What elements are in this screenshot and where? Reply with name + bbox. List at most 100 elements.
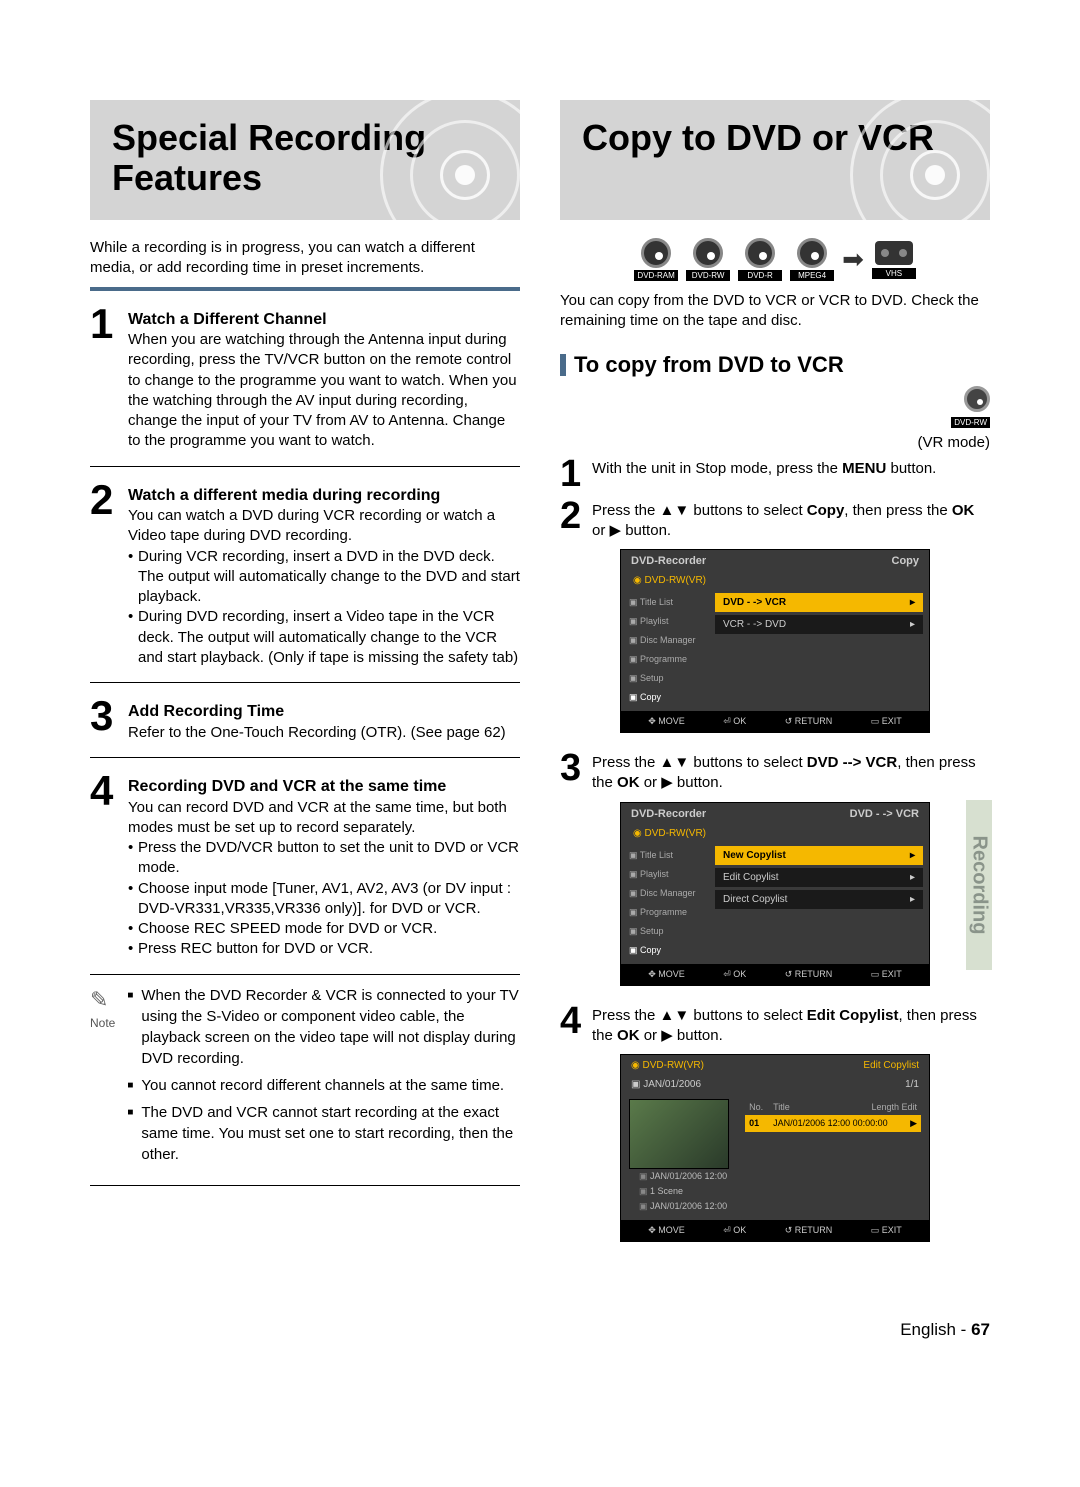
disc-label: MPEG4 bbox=[790, 270, 834, 281]
osd-foot-item: ↺ RETURN bbox=[785, 1225, 833, 1236]
osd-menu-item: ▣ Programme bbox=[621, 650, 709, 669]
step-text: Press the ▲▼ buttons to select DVD --> V… bbox=[592, 751, 990, 794]
note-item: The DVD and VCR cannot start recording a… bbox=[127, 1102, 520, 1165]
step-title: Watch a different media during recording bbox=[128, 487, 440, 504]
numbered-step: 4 Recording DVD and VCR at the same time… bbox=[90, 772, 520, 960]
left-intro: While a recording is in progress, you ca… bbox=[90, 238, 520, 279]
step-bullet: Press the DVD/VCR button to set the unit… bbox=[128, 838, 520, 879]
osd-foot-item: ↺ RETURN bbox=[785, 969, 833, 980]
osd-page-count: 1/1 bbox=[905, 1079, 919, 1090]
osd-title: DVD-Recorder bbox=[631, 808, 706, 820]
osd-foot-item: ⏎ OK bbox=[723, 1225, 746, 1236]
osd-mode: Edit Copylist bbox=[863, 1060, 919, 1071]
osd-option: VCR - -> DVD▸ bbox=[715, 615, 923, 634]
mini-disc-icon bbox=[964, 386, 990, 412]
osd-screen: DVD-RecorderCopy DVD-RW(VR) ▣ Title List… bbox=[620, 549, 930, 733]
step-number: 2 bbox=[560, 499, 584, 542]
vr-mode-text: (VR mode) bbox=[560, 434, 990, 451]
step-text: You can watch a DVD during VCR recording… bbox=[128, 507, 495, 544]
right-intro: You can copy from the DVD to VCR or VCR … bbox=[560, 291, 990, 332]
step-number: 3 bbox=[560, 751, 584, 794]
osd-foot-item: ⏎ OK bbox=[723, 969, 746, 980]
vhs-badge: VHS bbox=[872, 241, 916, 279]
arrow-right-icon: ➡ bbox=[842, 244, 864, 275]
numbered-step: 3Press the ▲▼ buttons to select DVD --> … bbox=[560, 751, 990, 794]
osd-mode: Copy bbox=[892, 555, 920, 567]
divider-thin bbox=[90, 682, 520, 683]
osd-menu-item: ▣ Copy bbox=[621, 688, 709, 707]
disc-icon bbox=[745, 238, 775, 268]
vr-mode-row: DVD-RW (VR mode) bbox=[560, 386, 990, 451]
step-title: Watch a Different Channel bbox=[128, 311, 327, 328]
left-title-banner: Special Recording Features bbox=[90, 100, 520, 220]
side-tab: Recording bbox=[966, 800, 992, 970]
right-title-banner: Copy to DVD or VCR bbox=[560, 100, 990, 220]
step-bullet: Choose input mode [Tuner, AV1, AV2, AV3 … bbox=[128, 879, 520, 920]
step-bullet: Press REC button for DVD or VCR. bbox=[128, 939, 520, 959]
disc-badge: DVD-R bbox=[738, 238, 782, 281]
osd-menu-item: ▣ Playlist bbox=[621, 865, 709, 884]
disc-icon bbox=[641, 238, 671, 268]
osd-menu-item: ▣ Playlist bbox=[621, 612, 709, 631]
disc-label: DVD-R bbox=[738, 270, 782, 281]
side-tab-label: Recording bbox=[968, 836, 991, 935]
numbered-step: 4Press the ▲▼ buttons to select Edit Cop… bbox=[560, 1004, 990, 1047]
step-number: 1 bbox=[560, 457, 584, 491]
osd-meta: JAN/01/2006 12:00 bbox=[629, 1169, 737, 1184]
osd-menu-item: ▣ Programme bbox=[621, 903, 709, 922]
osd-foot-item: ▭ EXIT bbox=[871, 969, 902, 980]
osd-foot-item: ✥ MOVE bbox=[648, 1225, 685, 1236]
osd-option: DVD - -> VCR▸ bbox=[715, 593, 923, 612]
step-text: You can record DVD and VCR at the same t… bbox=[128, 799, 507, 836]
osd-right-pane: DVD - -> VCR▸ VCR - -> DVD▸ bbox=[709, 589, 929, 711]
mini-disc-label: DVD-RW bbox=[951, 417, 990, 428]
osd-foot-item: ✥ MOVE bbox=[648, 716, 685, 727]
step-text: When you are watching through the Antenn… bbox=[128, 331, 517, 449]
disc-badge-row: DVD-RAM DVD-RW DVD-R MPEG4 ➡ VHS bbox=[560, 238, 990, 281]
disc-label: DVD-RAM bbox=[634, 270, 678, 281]
osd-foot-item: ✥ MOVE bbox=[648, 969, 685, 980]
osd-left-menu: ▣ Title List▣ Playlist▣ Disc Manager▣ Pr… bbox=[621, 842, 709, 964]
osd-disc-type: DVD-RW(VR) bbox=[621, 572, 929, 589]
heading-text: To copy from DVD to VCR bbox=[574, 352, 844, 378]
osd-disc-type: ◉ DVD-RW(VR) bbox=[631, 1060, 704, 1071]
step-number: 1 bbox=[90, 305, 118, 452]
osd-footer: ✥ MOVE⏎ OK↺ RETURN▭ EXIT bbox=[621, 711, 929, 732]
disc-icon bbox=[693, 238, 723, 268]
disc-badge: DVD-RW bbox=[686, 238, 730, 281]
osd-option: Edit Copylist▸ bbox=[715, 868, 923, 887]
osd-menu-item: ▣ Disc Manager bbox=[621, 631, 709, 650]
osd-menu-item: ▣ Copy bbox=[621, 941, 709, 960]
step-text: Press the ▲▼ buttons to select Edit Copy… bbox=[592, 1004, 990, 1047]
divider-thin bbox=[90, 757, 520, 758]
note-item: You cannot record different channels at … bbox=[127, 1075, 520, 1096]
osd-date: ▣ JAN/01/2006 bbox=[631, 1079, 701, 1090]
step-title: Recording DVD and VCR at the same time bbox=[128, 778, 446, 795]
page-footer: English - 67 bbox=[0, 1320, 1080, 1370]
right-column: Copy to DVD or VCR DVD-RAM DVD-RW DVD-R MPE… bbox=[560, 100, 990, 1260]
step-bullet: Choose REC SPEED mode for DVD or VCR. bbox=[128, 919, 520, 939]
osd-foot-item: ▭ EXIT bbox=[871, 716, 902, 727]
osd-list: No.TitleLength Edit 01JAN/01/2006 12:00 … bbox=[745, 1099, 921, 1214]
vhs-icon bbox=[875, 241, 913, 265]
disc-icon bbox=[797, 238, 827, 268]
disc-deco-icon bbox=[370, 100, 520, 220]
disc-deco-icon bbox=[840, 100, 990, 220]
step-number: 4 bbox=[90, 772, 118, 960]
numbered-step: 2 Watch a different media during recordi… bbox=[90, 481, 520, 669]
step-number: 2 bbox=[90, 481, 118, 669]
osd-menu-item: ▣ Disc Manager bbox=[621, 884, 709, 903]
osd-option: New Copylist▸ bbox=[715, 846, 923, 865]
step-bullet: During VCR recording, insert a DVD in th… bbox=[128, 547, 520, 608]
note-icon: ✎ bbox=[90, 985, 115, 1016]
osd-right-pane: New Copylist▸Edit Copylist▸Direct Copyli… bbox=[709, 842, 929, 964]
disc-badge: MPEG4 bbox=[790, 238, 834, 281]
disc-label: DVD-RW bbox=[686, 270, 730, 281]
vhs-label: VHS bbox=[872, 268, 916, 279]
note-list: When the DVD Recorder & VCR is connected… bbox=[127, 985, 520, 1171]
step-title: Add Recording Time bbox=[128, 703, 284, 720]
osd-mode: DVD - -> VCR bbox=[850, 808, 919, 820]
osd-menu-item: ▣ Title List bbox=[621, 846, 709, 865]
step-text: Press the ▲▼ buttons to select Copy, the… bbox=[592, 499, 990, 542]
numbered-step: 1 Watch a Different Channel When you are… bbox=[90, 305, 520, 452]
